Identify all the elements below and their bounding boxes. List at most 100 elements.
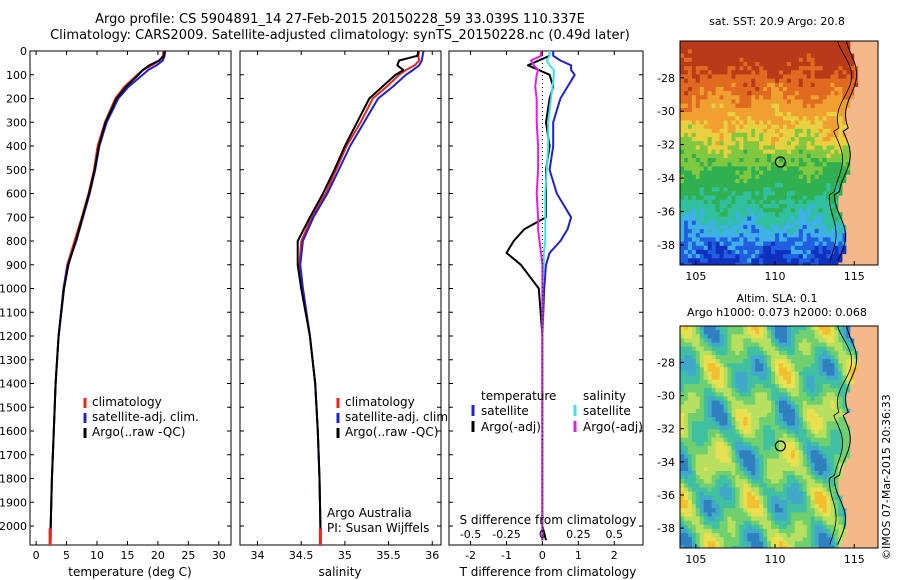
ocean-cell: [723, 375, 729, 381]
ocean-cell: [846, 170, 851, 176]
land-cell: [862, 379, 867, 385]
ocean-cell: [715, 396, 721, 402]
ocean-cell: [703, 91, 709, 96]
ocean-cell: [783, 363, 788, 368]
land-cell: [862, 254, 867, 259]
ocean-cell: [723, 483, 729, 489]
ocean-cell: [790, 254, 796, 259]
ocean-cell: [751, 384, 756, 389]
ocean-cell: [794, 392, 800, 397]
ocean-cell: [703, 446, 709, 451]
ocean-cell: [775, 229, 780, 234]
land-cell: [850, 334, 855, 339]
ocean-cell: [747, 178, 752, 184]
ocean-cell: [806, 166, 812, 172]
land-cell: [858, 334, 863, 339]
ocean-cell: [783, 149, 788, 155]
ocean-cell: [759, 371, 764, 377]
ocean-cell: [775, 342, 780, 348]
ocean-cell: [767, 433, 772, 439]
ocean-cell: [822, 375, 828, 381]
ocean-cell: [838, 132, 843, 138]
ocean-cell: [755, 396, 760, 402]
land-cell: [874, 446, 878, 451]
ocean-cell: [755, 49, 760, 55]
land-cell: [862, 421, 867, 426]
ocean-cell: [783, 392, 788, 397]
ocean-cell: [715, 53, 721, 59]
ocean-cell: [691, 91, 697, 96]
ocean-cell: [695, 174, 701, 180]
ocean-cell: [830, 396, 836, 402]
ocean-cell: [739, 137, 744, 142]
ocean-cell: [703, 384, 709, 389]
ocean-cell: [680, 204, 685, 209]
ocean-cell: [695, 379, 701, 385]
ocean-cell: [735, 400, 740, 406]
ocean-cell: [826, 82, 832, 88]
ocean-cell: [842, 442, 847, 447]
land-cell: [866, 41, 871, 46]
ocean-cell: [739, 187, 744, 193]
ocean-cell: [826, 145, 832, 151]
land-cell: [858, 475, 863, 480]
ocean-cell: [763, 396, 768, 402]
ocean-cell: [834, 450, 839, 455]
ocean-cell: [703, 262, 709, 265]
ocean-cell: [731, 208, 737, 213]
ocean-cell: [779, 442, 784, 447]
x-tick-label: 35.5: [376, 549, 401, 562]
ocean-cell: [703, 70, 709, 76]
ocean-cell: [806, 57, 812, 63]
land-cell: [858, 191, 863, 197]
ocean-cell: [790, 454, 796, 460]
ocean-cell: [727, 250, 733, 255]
ocean-cell: [771, 258, 776, 264]
ocean-cell: [798, 404, 804, 410]
ocean-cell: [826, 70, 832, 76]
ocean-cell: [802, 116, 808, 121]
ocean-cell: [743, 66, 748, 71]
ocean-cell: [695, 396, 701, 402]
ocean-cell: [846, 78, 851, 84]
ocean-cell: [775, 458, 780, 464]
ocean-cell: [731, 149, 737, 155]
ocean-cell: [806, 454, 812, 460]
land-cell: [854, 61, 859, 67]
ocean-cell: [790, 45, 796, 50]
ocean-cell: [707, 363, 713, 368]
ocean-cell: [810, 229, 816, 234]
ocean-cell: [834, 363, 839, 368]
ocean-cell: [739, 66, 744, 71]
ocean-cell: [842, 437, 847, 443]
ocean-cell: [783, 454, 788, 460]
ocean-cell: [818, 132, 824, 138]
ocean-cell: [711, 388, 717, 393]
ocean-cell: [775, 103, 780, 109]
ocean-cell: [783, 425, 788, 431]
ocean-cell: [802, 437, 808, 443]
ocean-cell: [810, 250, 816, 255]
ocean-cell: [802, 363, 808, 368]
ocean-cell: [826, 237, 832, 243]
ocean-cell: [684, 462, 689, 468]
ocean-cell: [711, 112, 717, 117]
land-cell: [874, 124, 878, 130]
ocean-cell: [783, 483, 788, 489]
ocean-cell: [822, 74, 828, 80]
ocean-cell: [699, 396, 705, 402]
land-cell: [858, 212, 863, 218]
ocean-cell: [687, 57, 693, 63]
ocean-cell: [727, 233, 733, 238]
depth-tick-label: 1600: [0, 425, 27, 438]
ocean-cell: [719, 237, 725, 243]
ocean-cell: [687, 437, 693, 443]
ocean-cell: [743, 220, 748, 226]
ocean-cell: [755, 237, 760, 243]
ocean-cell: [723, 66, 729, 71]
ocean-cell: [687, 107, 693, 113]
ocean-cell: [727, 57, 733, 63]
ocean-cell: [830, 446, 836, 451]
ocean-cell: [699, 250, 705, 255]
ocean-cell: [684, 245, 689, 251]
